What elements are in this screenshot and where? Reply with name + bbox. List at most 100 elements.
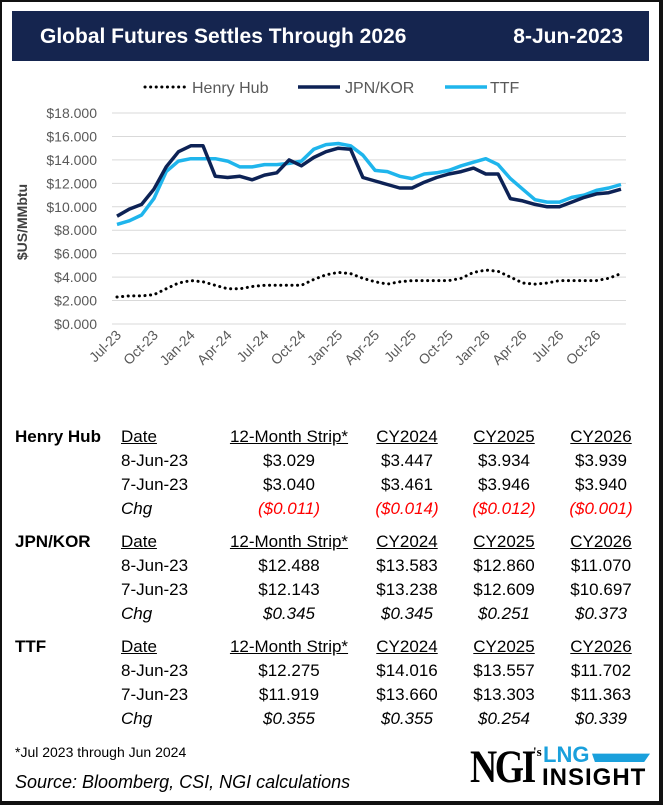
row-date: Chg	[121, 604, 153, 623]
row-date: 8-Jun-23	[121, 556, 189, 575]
price-value: $3.447	[381, 451, 433, 470]
table-header-row: TTF Date 12-Month Strip* CY2024 CY2025 CY2026	[0, 637, 663, 659]
row-date: 7-Jun-23	[121, 685, 189, 704]
x-tick-label: Jul-25	[381, 327, 419, 365]
y-tick-label: $18.000	[46, 105, 97, 121]
price-value: $3.029	[263, 451, 315, 470]
column-header: CY2026	[570, 427, 632, 446]
change-value: $0.355	[263, 709, 315, 728]
column-header: CY2026	[570, 532, 632, 551]
y-tick-label: $0.000	[54, 316, 97, 332]
change-value: $0.345	[381, 604, 433, 623]
line-chart: $0.000 $2.000 $4.000 $6.000 $8.000 $10.000 $12…	[14, 80, 626, 369]
price-value: $3.940	[575, 475, 627, 494]
price-value: $12.860	[473, 556, 535, 575]
table-header-row: JPN/KOR Date 12-Month Strip* CY2024 CY2025 CY…	[0, 532, 663, 554]
column-header: CY2025	[473, 427, 535, 446]
x-tick-label: Oct-23	[120, 327, 161, 368]
y-tick-label: $8.000	[54, 222, 97, 238]
price-value: $3.461	[381, 475, 433, 494]
y-axis-title: $US/MMbtu	[14, 184, 30, 260]
y-tick-label: $14.000	[46, 152, 97, 168]
change-value: $0.373	[575, 604, 627, 623]
y-tick-label: $16.000	[46, 128, 97, 144]
y-tick-label: $4.000	[54, 269, 97, 285]
table-row: Chg $0.345 $0.345 $0.251 $0.373	[0, 604, 663, 626]
change-value: ($0.011)	[257, 499, 321, 518]
table-row: 8-Jun-23 $3.029 $3.447 $3.934 $3.939	[0, 451, 663, 473]
table-row: 7-Jun-23 $11.919 $13.660 $13.303 $11.363	[0, 685, 663, 707]
x-tick-label: Apr-26	[489, 327, 530, 368]
price-value: $13.238	[376, 580, 438, 599]
legend-label: TTF	[490, 80, 520, 97]
price-value: $11.919	[258, 685, 320, 704]
column-header: CY2024	[376, 427, 438, 446]
x-tick-label: Jan-26	[451, 327, 493, 369]
column-header: CY2024	[376, 532, 438, 551]
price-value: $3.939	[575, 451, 627, 470]
price-value: $12.488	[258, 556, 320, 575]
table-row: 8-Jun-23 $12.275 $14.016 $13.557 $11.702	[0, 661, 663, 683]
price-value: $13.583	[376, 556, 438, 575]
row-date: Chg	[121, 709, 153, 728]
change-value: ($0.012)	[472, 499, 536, 518]
table-row: Chg $0.355 $0.355 $0.254 $0.339	[0, 709, 663, 731]
table-row: Chg ($0.011) ($0.014) ($0.012) ($0.001)	[0, 499, 663, 521]
chart-date: 8-Jun-2023	[513, 25, 623, 48]
column-header: 12-Month Strip*	[229, 637, 349, 656]
row-date: 8-Jun-23	[121, 451, 189, 470]
change-value: $0.345	[263, 604, 315, 623]
x-tick-label: Jan-25	[304, 327, 346, 369]
x-tick-label: Apr-25	[341, 327, 382, 368]
table-label: TTF	[15, 637, 47, 656]
change-value: $0.251	[478, 604, 530, 623]
row-date: 7-Jun-23	[121, 475, 189, 494]
ship-icon	[592, 753, 650, 762]
price-value: $11.070	[570, 556, 632, 575]
source-note: Source: Bloomberg, CSI, NGI calculations	[15, 772, 351, 792]
table-row: 7-Jun-23 $12.143 $13.238 $12.609 $10.697	[0, 580, 663, 602]
change-value: $0.254	[478, 709, 530, 728]
table-header-row: Henry Hub Date 12-Month Strip* CY2024 CY2025…	[0, 427, 663, 449]
price-value: $10.697	[570, 580, 632, 599]
legend-label: Henry Hub	[192, 80, 269, 97]
series-line-ttf	[116, 141, 622, 227]
y-tick-label: $12.000	[46, 175, 97, 191]
price-value: $11.363	[570, 685, 632, 704]
row-date: Chg	[121, 499, 153, 518]
y-tick-label: $2.000	[54, 293, 97, 309]
x-tick-label: Oct-24	[267, 327, 308, 368]
price-value: $12.143	[258, 580, 320, 599]
price-value: $14.016	[376, 661, 438, 680]
y-tick-label: $6.000	[54, 246, 97, 262]
price-value: $13.303	[473, 685, 535, 704]
column-header: CY2025	[473, 637, 535, 656]
column-header: Date	[121, 637, 157, 656]
column-header: Date	[121, 427, 157, 446]
x-tick-label: Jan-24	[156, 327, 198, 369]
x-tick-label: Oct-26	[563, 327, 604, 368]
row-date: 7-Jun-23	[121, 580, 189, 599]
price-value: $3.946	[478, 475, 530, 494]
price-value: $12.609	[473, 580, 535, 599]
chart-title: Global Futures Settles Through 2026	[40, 25, 407, 48]
table-label: Henry Hub	[15, 427, 101, 446]
x-tick-label: Jul-26	[528, 327, 566, 365]
price-value: $13.557	[473, 661, 535, 680]
title-bar: Global Futures Settles Through 2026 8-Ju…	[12, 11, 649, 61]
x-tick-label: Jul-23	[86, 327, 124, 365]
series-line-henry-hub	[115, 268, 623, 299]
column-header: Date	[121, 532, 157, 551]
column-header: 12-Month Strip*	[229, 532, 349, 551]
price-value: $3.934	[478, 451, 530, 470]
table-label: JPN/KOR	[15, 532, 91, 551]
ngi-lng-insight-logo: NGI's LNG INSIGHT	[470, 742, 663, 792]
footnote: *Jul 2023 through Jun 2024	[15, 744, 187, 760]
column-header: 12-Month Strip*	[229, 427, 349, 446]
column-header: CY2024	[376, 637, 438, 656]
change-value: $0.355	[381, 709, 433, 728]
change-value: $0.339	[575, 709, 627, 728]
y-tick-label: $10.000	[46, 199, 97, 215]
x-tick-label: Apr-24	[194, 327, 235, 368]
